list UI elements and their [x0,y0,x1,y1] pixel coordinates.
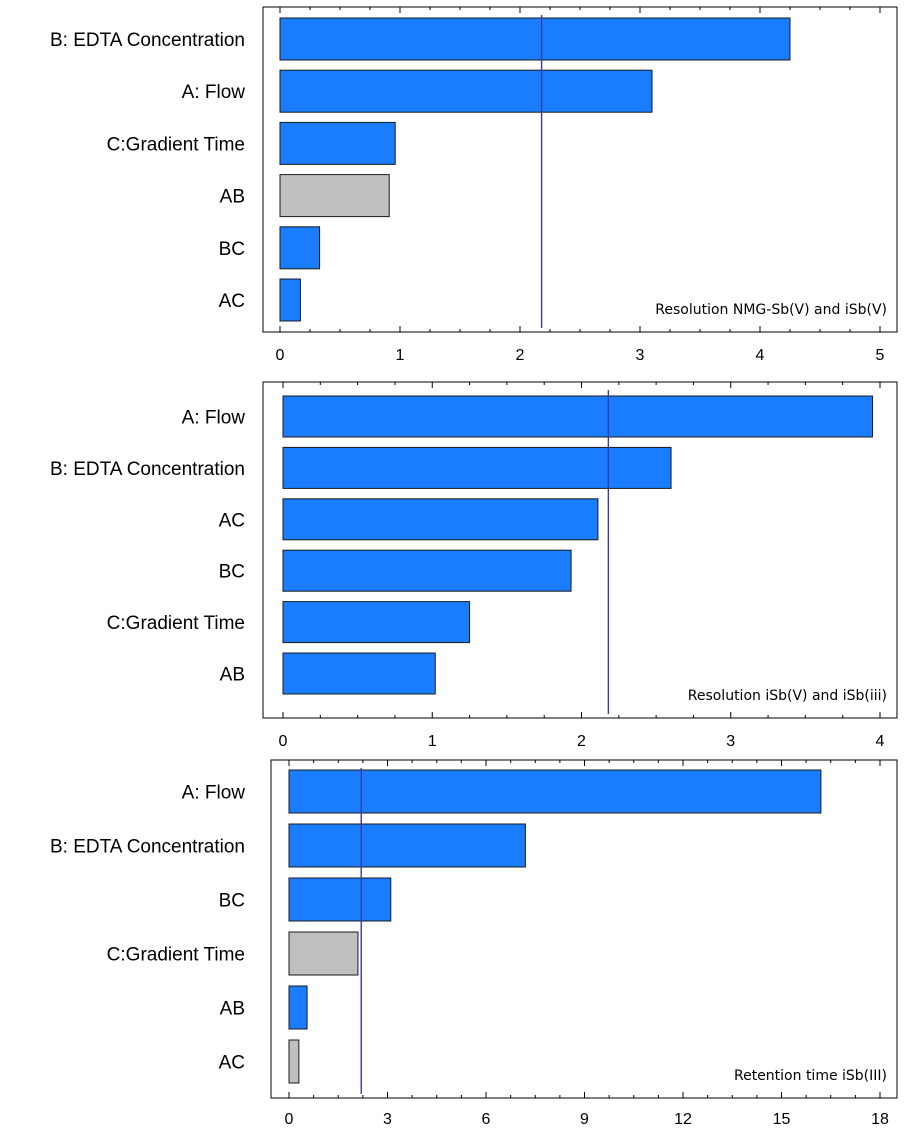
category-label: AC [219,291,245,312]
category-label: AB [220,665,245,686]
category-label: BC [219,239,245,260]
category-label: AC [219,510,245,531]
category-label: A: Flow [182,783,246,804]
bar-bc [279,226,321,270]
x-tick-label: 5 [876,347,885,364]
category-label: B: EDTA Concentration [50,459,245,480]
bar-a-flow [282,395,874,438]
x-tick-label: 18 [871,1111,889,1128]
bar-c-gradient-time [282,601,471,644]
bar-b-edta-concentration [288,823,526,868]
x-tick-label: 2 [516,347,525,364]
category-label: C:Gradient Time [107,945,245,966]
bar-ac [279,278,301,322]
x-tick-label: 1 [428,733,437,750]
category-label: BC [219,891,245,912]
category-label: C:Gradient Time [107,134,245,155]
bar-ab [282,652,436,695]
bar-a-flow [288,769,822,814]
plot-frame [262,381,898,719]
x-tick-label: 2 [577,733,586,750]
x-tick-label: 4 [876,733,885,750]
x-tick-label: 12 [674,1111,692,1128]
bar-a-flow [279,69,653,113]
bar-c-gradient-time [288,931,359,976]
x-tick-label: 0 [276,347,285,364]
x-tick-label: 6 [482,1111,491,1128]
bar-ac [282,498,599,541]
category-label: B: EDTA Concentration [50,30,245,51]
chart-annotation: Resolution iSb(V) and iSb(iii) [688,688,887,704]
category-label: AC [219,1053,245,1074]
chart-panel-3: A: Flow B: EDTA Concentration BC C:Gradient… [50,759,898,1128]
bar-b-edta-concentration [279,17,791,61]
bar-ab [288,985,308,1030]
x-tick-label: 0 [285,1111,294,1128]
bar-b-edta-concentration [282,446,672,489]
bar-bc [282,549,572,592]
category-label: A: Flow [182,408,246,429]
chart-panel-2: A: Flow B: EDTA Concentration AC BC C:Gradie… [50,381,898,750]
bar-bc [288,877,392,922]
bar-c-gradient-time [279,121,396,165]
x-tick-label: 3 [383,1111,392,1128]
x-tick-label: 15 [773,1111,791,1128]
chart-annotation: Resolution NMG-Sb(V) and iSb(V) [655,302,887,318]
x-tick-label: 3 [726,733,735,750]
x-tick-label: 4 [756,347,765,364]
x-tick-label: 1 [396,347,405,364]
category-label: AB [220,999,245,1020]
x-tick-label: 9 [580,1111,589,1128]
category-label: BC [219,562,245,583]
x-tick-label: 3 [636,347,645,364]
category-label: AB [220,187,245,208]
category-label: B: EDTA Concentration [50,837,245,858]
x-tick-label: 0 [279,733,288,750]
chart-annotation: Retention time iSb(III) [734,1068,887,1084]
bar-ac [288,1039,300,1084]
chart-panel-1: B: EDTA Concentration A: Flow C:Gradient T… [50,6,898,364]
category-label: C:Gradient Time [107,613,245,634]
bar-ab [279,174,390,218]
category-label: A: Flow [182,82,246,103]
